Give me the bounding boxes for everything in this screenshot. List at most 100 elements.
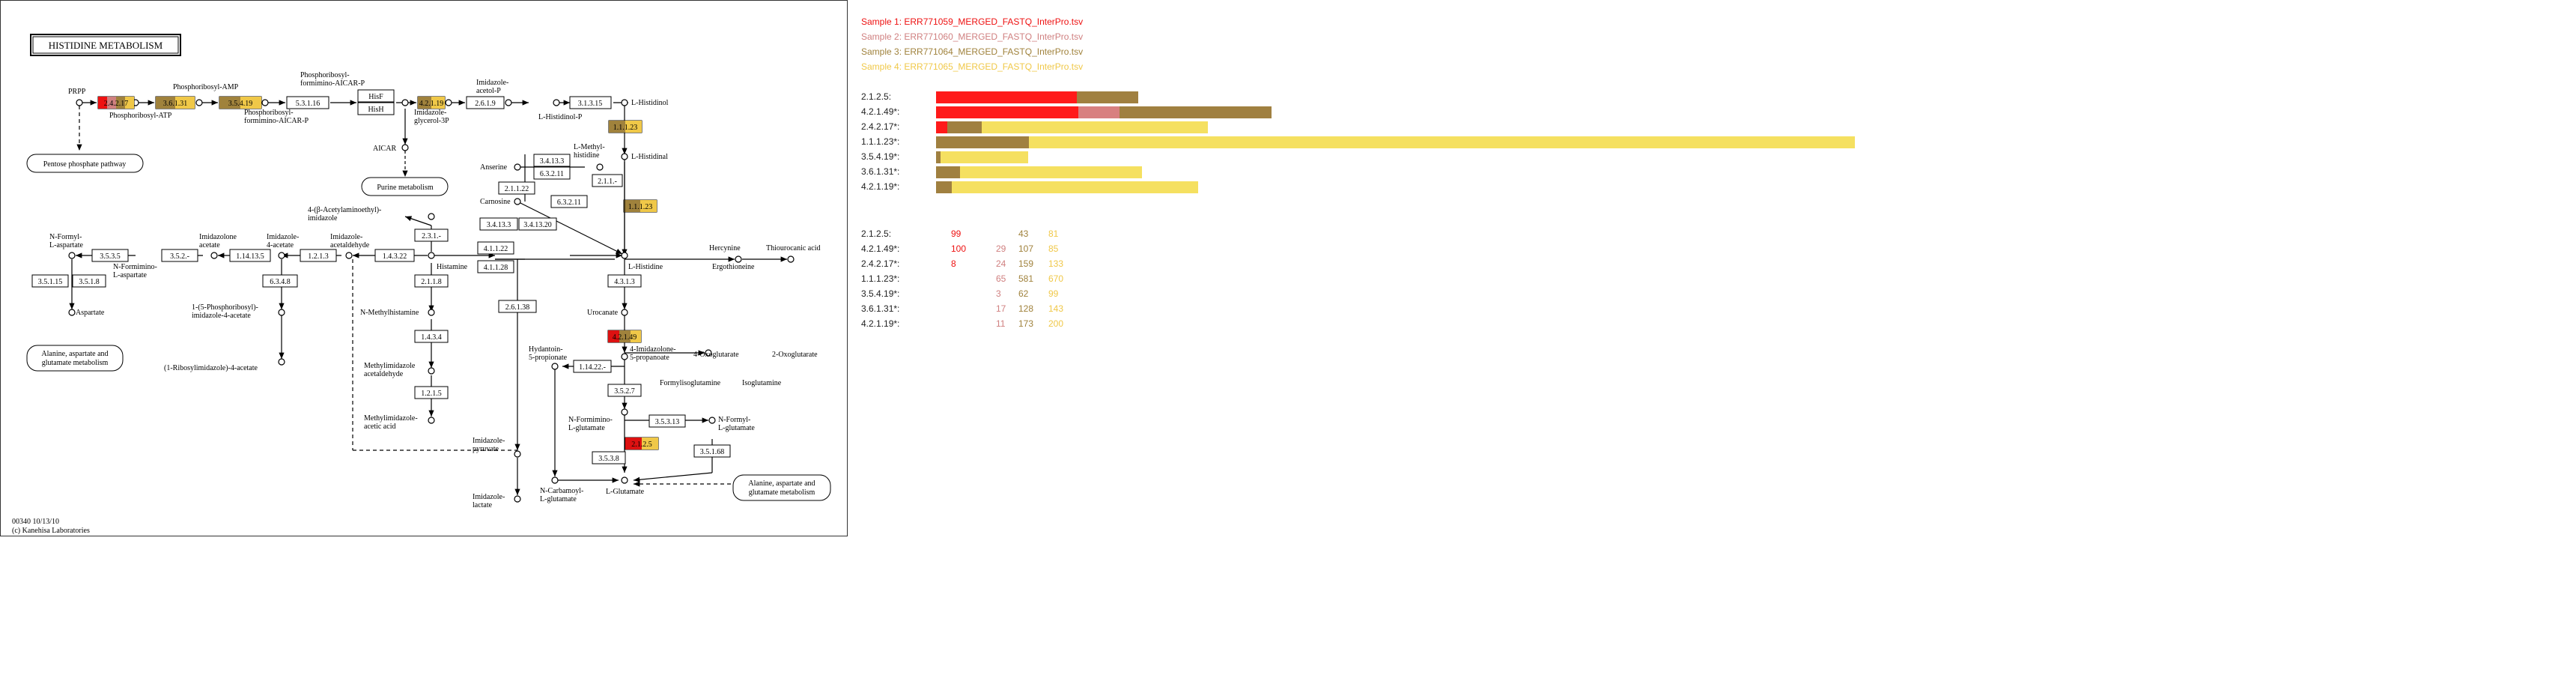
svg-text:Methylimidazole-: Methylimidazole-	[364, 414, 418, 423]
svg-text:3.4.13.3: 3.4.13.3	[487, 221, 511, 229]
svg-text:histidine: histidine	[574, 151, 600, 160]
svg-text:glutamate metabolism: glutamate metabolism	[42, 359, 109, 367]
svg-text:4.1.1.28: 4.1.1.28	[484, 264, 508, 272]
svg-text:1.1.1.23: 1.1.1.23	[628, 203, 653, 211]
bar-segment	[936, 91, 1078, 103]
svg-text:3.4.13.20: 3.4.13.20	[523, 221, 552, 229]
svg-text:3.5.1.68: 3.5.1.68	[700, 448, 725, 456]
svg-text:3.5.3.8: 3.5.3.8	[598, 455, 619, 463]
svg-text:glutamate metabolism: glutamate metabolism	[749, 488, 815, 497]
bar-segment	[1078, 106, 1120, 118]
bar-segment	[1028, 136, 1856, 148]
legend-sample-2: Sample 2: ERR771060_MERGED_FASTQ_InterPr…	[861, 31, 1084, 42]
bar-label: 2.4.2.17*:	[861, 121, 900, 132]
pathway-link-ppp[interactable]: Pentose phosphate pathway	[26, 154, 144, 173]
pathway-link-purine[interactable]: Purine metabolism	[361, 177, 449, 196]
svg-text:5.3.1.16: 5.3.1.16	[296, 100, 321, 108]
svg-text:1.4.3.4: 1.4.3.4	[421, 333, 442, 342]
table-cell: 128	[1018, 303, 1034, 314]
svg-text:L-Histidinol-P: L-Histidinol-P	[538, 113, 583, 121]
svg-text:acetol-P: acetol-P	[476, 87, 501, 95]
table-row-label: 2.4.2.17*:	[861, 258, 900, 269]
bar-segment	[1120, 106, 1272, 118]
svg-text:L-Glutamate: L-Glutamate	[606, 488, 645, 496]
table-cell: 29	[996, 243, 1006, 254]
svg-text:L-glutamate: L-glutamate	[568, 424, 605, 432]
bar-segment	[936, 136, 1029, 148]
svg-text:imidazole-4-acetate: imidazole-4-acetate	[192, 312, 251, 320]
table-cell: 65	[996, 273, 1006, 284]
svg-text:6.3.2.11: 6.3.2.11	[557, 199, 581, 207]
svg-text:L-aspartate: L-aspartate	[113, 271, 148, 279]
svg-text:N-Formimino-: N-Formimino-	[113, 263, 157, 271]
svg-text:Hydantoin-: Hydantoin-	[529, 345, 563, 354]
pathway-link-alanine-left[interactable]: Alanine, aspartate and glutamate metabol…	[26, 345, 124, 372]
svg-text:acetaldehyde: acetaldehyde	[364, 370, 404, 378]
svg-text:(1-Ribosylimidazole)-4-acetate: (1-Ribosylimidazole)-4-acetate	[164, 364, 258, 372]
legend-sample-4: Sample 4: ERR771065_MERGED_FASTQ_InterPr…	[861, 61, 1084, 72]
abundance-panel: Sample 1: ERR771059_MERGED_FASTQ_InterPr…	[854, 0, 2576, 684]
bar-segment	[981, 121, 1208, 133]
svg-text:Imidazole-: Imidazole-	[473, 493, 505, 501]
bar-label: 4.2.1.49*:	[861, 106, 900, 117]
svg-text:1.2.1.5: 1.2.1.5	[421, 390, 442, 398]
svg-text:Phosphoribosyl-: Phosphoribosyl-	[300, 71, 350, 79]
svg-text:HisF: HisF	[368, 93, 383, 101]
svg-text:2.6.1.38: 2.6.1.38	[505, 303, 530, 312]
bar-label: 3.6.1.31*:	[861, 166, 900, 177]
svg-text:4.2.1.49: 4.2.1.49	[613, 333, 637, 342]
svg-text:1.14.22.-: 1.14.22.-	[579, 363, 606, 372]
svg-text:3.6.1.31: 3.6.1.31	[163, 100, 188, 108]
svg-text:1.14.13.5: 1.14.13.5	[236, 252, 264, 261]
table-row-label: 2.1.2.5:	[861, 228, 892, 239]
svg-text:acetaldehyde: acetaldehyde	[330, 241, 370, 249]
svg-text:Phosphoribosyl-ATP: Phosphoribosyl-ATP	[109, 112, 172, 120]
svg-text:N-Methylhistamine: N-Methylhistamine	[360, 309, 419, 317]
svg-text:Purine metabolism: Purine metabolism	[377, 184, 433, 192]
svg-text:Phosphoribosyl-: Phosphoribosyl-	[244, 109, 294, 117]
svg-text:2-Oxoglutarate: 2-Oxoglutarate	[772, 351, 818, 359]
svg-text:L-glutamate: L-glutamate	[540, 495, 577, 503]
table-cell: 200	[1048, 318, 1064, 329]
svg-text:acetic acid: acetic acid	[364, 423, 395, 431]
table-cell: 24	[996, 258, 1006, 269]
svg-text:4-acetate: 4-acetate	[267, 241, 294, 249]
svg-text:3.1.3.15: 3.1.3.15	[578, 100, 603, 108]
svg-text:1.4.3.22: 1.4.3.22	[383, 252, 407, 261]
kegg-map: HISTIDINE METABOLISM PRPP Phosphoribosyl…	[0, 0, 848, 536]
svg-text:(c) Kanehisa Laboratories: (c) Kanehisa Laboratories	[12, 527, 90, 535]
svg-text:L-Histidine: L-Histidine	[628, 263, 663, 271]
table-cell: 581	[1018, 273, 1034, 284]
table-cell: 11	[996, 318, 1006, 329]
svg-text:HisH: HisH	[368, 106, 383, 114]
svg-text:Imidazole-: Imidazole-	[476, 79, 508, 87]
svg-text:L-aspartate: L-aspartate	[49, 241, 84, 249]
table-cell: 159	[1018, 258, 1034, 269]
svg-text:AICAR: AICAR	[373, 145, 396, 153]
bar-segment	[936, 181, 952, 193]
svg-text:L-Histidinol: L-Histidinol	[631, 99, 669, 107]
table-cell: 62	[1018, 288, 1029, 299]
svg-text:4-Imidazolone-: 4-Imidazolone-	[630, 345, 676, 354]
bar-segment	[936, 151, 941, 163]
svg-text:L-Methyl-: L-Methyl-	[574, 143, 605, 151]
pathway-link-alanine-right[interactable]: Alanine, aspartate and glutamate metabol…	[732, 474, 831, 501]
svg-text:5-propionate: 5-propionate	[529, 354, 568, 362]
svg-text:lactate: lactate	[473, 501, 493, 509]
svg-text:Histamine: Histamine	[437, 263, 468, 271]
svg-text:4-(β-Acetylaminoethyl)-: 4-(β-Acetylaminoethyl)-	[308, 206, 381, 214]
bar-segment	[951, 181, 1198, 193]
svg-text:L-Histidinal: L-Histidinal	[631, 153, 668, 161]
svg-text:3.5.4.19: 3.5.4.19	[228, 100, 253, 108]
bar-segment	[960, 166, 1143, 178]
bar-segment	[940, 151, 1029, 163]
svg-text:Imidazole-: Imidazole-	[473, 437, 505, 445]
svg-text:Imidazolone: Imidazolone	[199, 233, 237, 241]
svg-text:5-propanoate: 5-propanoate	[630, 354, 669, 362]
svg-text:Anserine: Anserine	[480, 163, 508, 172]
svg-text:3.5.1.15: 3.5.1.15	[38, 278, 63, 286]
bar-label: 2.1.2.5:	[861, 91, 892, 102]
svg-text:4.3.1.3: 4.3.1.3	[614, 278, 635, 286]
svg-text:1-(5-Phosphoribosyl)-: 1-(5-Phosphoribosyl)-	[192, 303, 258, 312]
table-cell: 85	[1048, 243, 1059, 254]
